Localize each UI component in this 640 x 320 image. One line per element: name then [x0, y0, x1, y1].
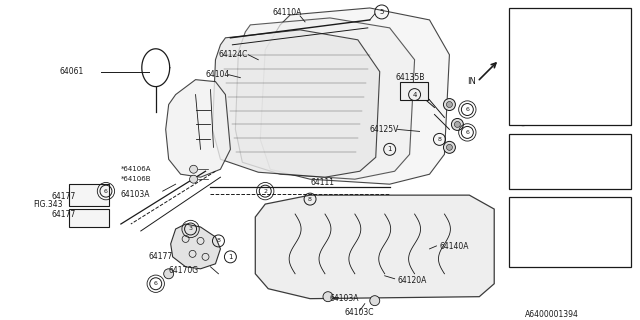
Text: FIG.343: FIG.343 — [33, 200, 63, 209]
Text: 2: 2 — [263, 189, 268, 194]
Text: 0431S: 0431S — [542, 13, 568, 22]
Text: 6: 6 — [465, 130, 469, 135]
Text: 64125T: 64125T — [542, 52, 573, 61]
Polygon shape — [166, 80, 230, 177]
Text: 64103A: 64103A — [330, 294, 360, 303]
Text: 64140A: 64140A — [440, 242, 469, 252]
Circle shape — [447, 144, 452, 150]
Circle shape — [454, 122, 460, 127]
Polygon shape — [171, 224, 220, 269]
Text: attached reverse.: attached reverse. — [514, 174, 578, 180]
Text: 3: 3 — [521, 52, 525, 61]
Circle shape — [189, 165, 198, 173]
Text: 6: 6 — [521, 111, 525, 120]
Text: 8: 8 — [308, 196, 312, 202]
Text: This parts include in: This parts include in — [514, 205, 587, 211]
Text: 64130A: 64130A — [542, 72, 574, 81]
Polygon shape — [255, 195, 494, 299]
Text: 2: 2 — [521, 33, 525, 42]
Circle shape — [323, 292, 333, 302]
Text: 64124C: 64124C — [218, 50, 248, 59]
Text: 64385B*B: 64385B*B — [542, 111, 584, 120]
Bar — [69, 184, 109, 206]
Polygon shape — [260, 8, 449, 184]
Circle shape — [451, 118, 463, 131]
Text: 64170G: 64170G — [169, 266, 199, 275]
Text: 64061: 64061 — [59, 67, 83, 76]
Text: 5: 5 — [380, 9, 384, 15]
Text: POWER UNIT*: POWER UNIT* — [514, 229, 564, 235]
Circle shape — [370, 296, 380, 306]
Text: 8: 8 — [438, 137, 442, 142]
Text: 4: 4 — [412, 92, 417, 98]
Text: 64110A: 64110A — [272, 8, 301, 18]
Text: 64150A: 64150A — [542, 92, 574, 100]
Text: 1: 1 — [521, 13, 525, 22]
Text: *64106B: *64106B — [121, 176, 152, 182]
Bar — [509, 8, 630, 125]
Circle shape — [164, 269, 173, 279]
Text: 64104: 64104 — [205, 70, 230, 79]
Bar — [69, 209, 109, 227]
Circle shape — [189, 175, 198, 183]
Text: 'Free & LOCK BUSHING': 'Free & LOCK BUSHING' — [514, 159, 599, 165]
Text: 64120A: 64120A — [397, 276, 427, 285]
Text: 64177: 64177 — [51, 192, 76, 201]
Text: 64177: 64177 — [148, 252, 173, 261]
Text: 1: 1 — [387, 146, 392, 152]
Text: *In some cases,: *In some cases, — [514, 144, 571, 150]
Text: 64103A: 64103A — [121, 190, 150, 199]
Text: A6400001394: A6400001394 — [525, 310, 579, 319]
Text: 4: 4 — [521, 72, 525, 81]
Text: 6: 6 — [154, 281, 157, 286]
Text: *64106A: *64106A — [121, 166, 152, 172]
Text: 64135B: 64135B — [396, 73, 425, 82]
Circle shape — [444, 99, 456, 110]
Text: IN: IN — [467, 77, 476, 86]
Text: 64103C: 64103C — [345, 308, 374, 317]
Text: 64125V: 64125V — [370, 125, 399, 134]
Bar — [399, 82, 428, 100]
Text: 8: 8 — [521, 246, 525, 252]
Text: 6: 6 — [465, 107, 469, 112]
Text: 1: 1 — [228, 254, 233, 260]
Text: 64177: 64177 — [51, 210, 76, 219]
Text: 64111: 64111 — [310, 178, 334, 187]
Bar — [509, 197, 630, 267]
Text: 64170G*HINGE &: 64170G*HINGE & — [514, 217, 578, 223]
Text: 8: 8 — [216, 238, 220, 244]
Polygon shape — [236, 18, 415, 179]
Polygon shape — [212, 30, 380, 177]
Circle shape — [447, 101, 452, 108]
Circle shape — [444, 141, 456, 153]
Text: 3: 3 — [189, 227, 193, 231]
Text: 6: 6 — [104, 189, 108, 194]
Text: 64111G: 64111G — [542, 33, 575, 42]
Text: 5: 5 — [521, 92, 525, 100]
Bar — [509, 134, 630, 189]
